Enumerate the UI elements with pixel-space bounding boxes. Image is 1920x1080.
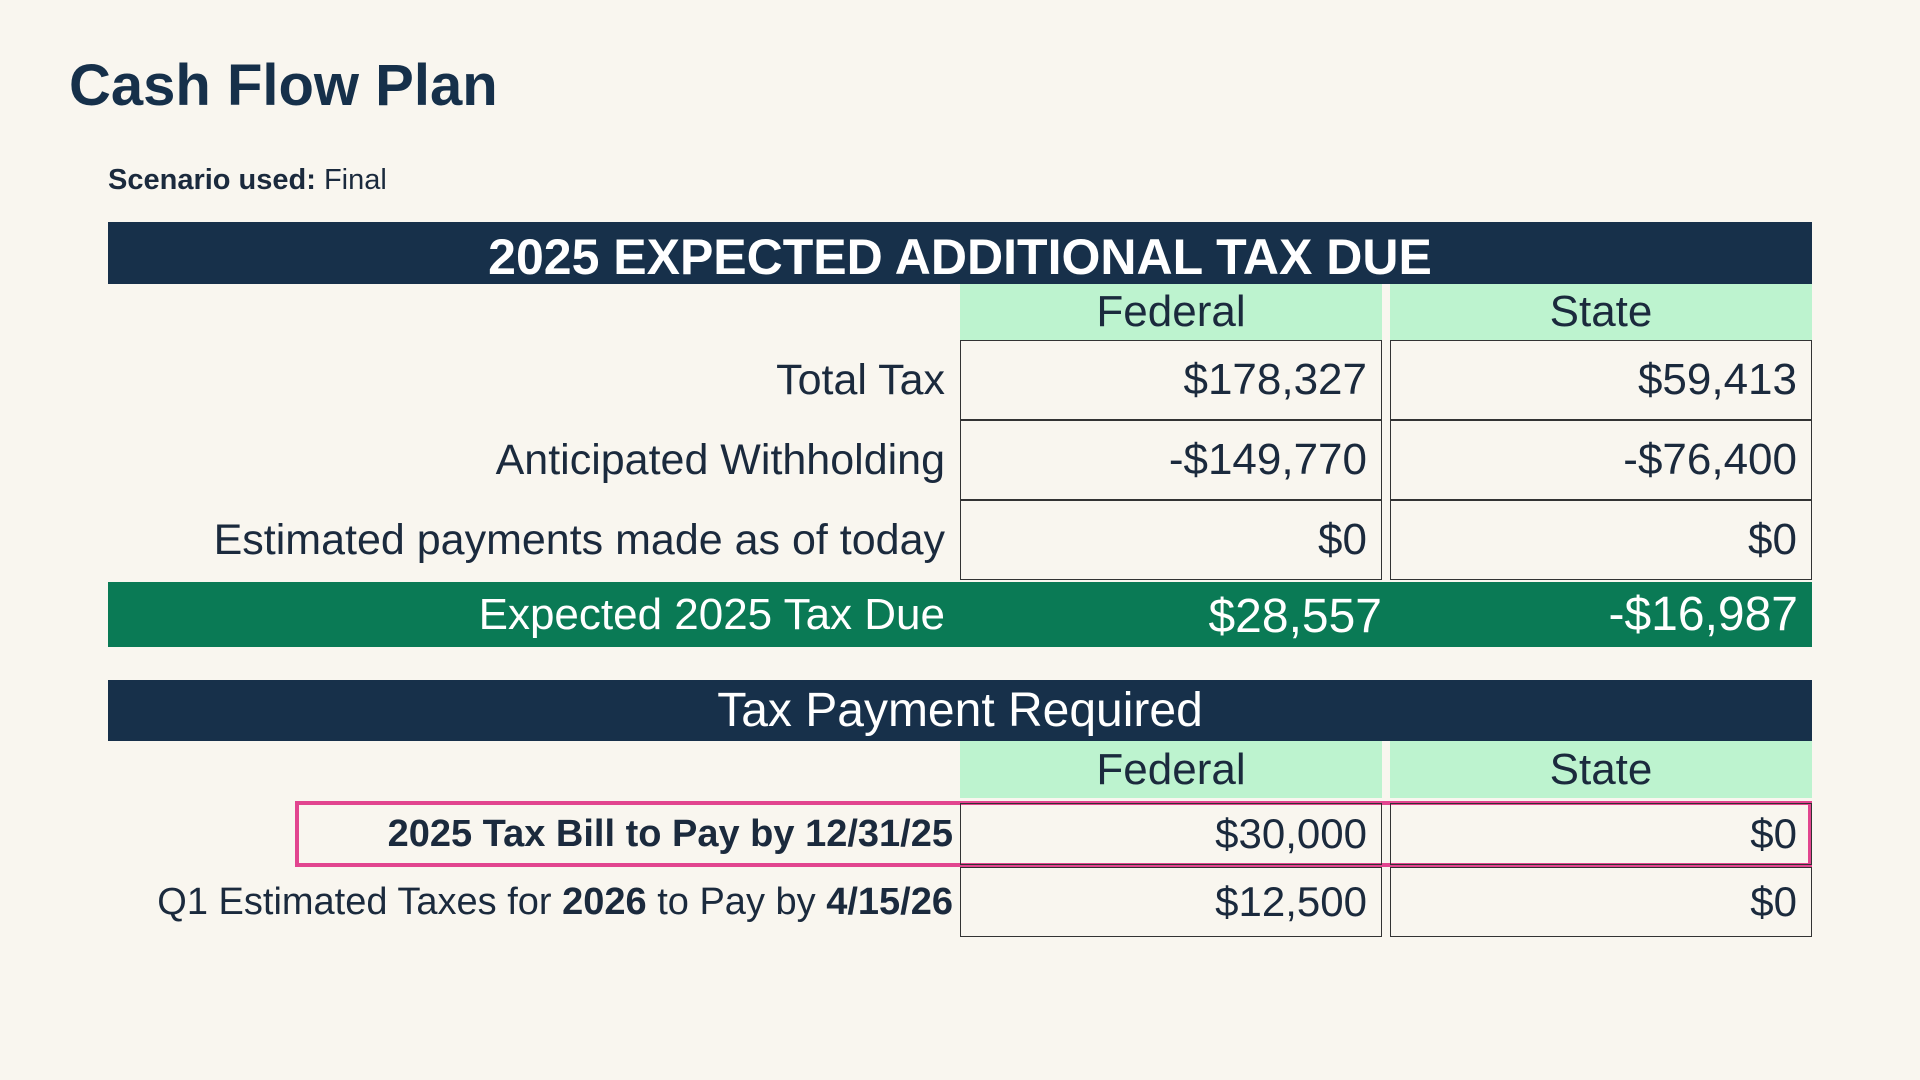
scenario: Scenario used: Final (108, 164, 387, 197)
column-header: Federal (960, 741, 1382, 798)
value-cell: -$76,400 (1390, 420, 1812, 500)
row-label: 2025 Tax Bill to Pay by 12/31/25 (388, 803, 953, 865)
table-title: 2025 EXPECTED ADDITIONAL TAX DUE (108, 222, 1812, 285)
scenario-label: Scenario used: (108, 164, 316, 196)
total-value: -$16,987 (1608, 588, 1799, 641)
label-part: 2026 (562, 881, 647, 923)
row-label: Estimated payments made as of today (213, 516, 945, 564)
value-cell: $0 (1390, 500, 1812, 580)
total-label: Expected 2025 Tax Due (478, 590, 945, 639)
value-cell: $12,500 (960, 867, 1382, 937)
value-cell: $0 (960, 500, 1382, 580)
label-part: to Pay by (646, 881, 827, 923)
table-title: Tax Payment Required (108, 680, 1812, 741)
scenario-value: Final (323, 164, 387, 196)
column-header: Federal (960, 284, 1382, 340)
value-cell: $0 (1390, 867, 1812, 937)
value-cell: $30,000 (960, 803, 1382, 865)
row-label: Anticipated Withholding (495, 436, 945, 484)
value-cell: $178,327 (960, 340, 1382, 420)
row-label: Q1 Estimated Taxes for 2026 to Pay by 4/… (157, 867, 953, 937)
value-cell: $0 (1390, 803, 1812, 865)
value-cell: $59,413 (1390, 340, 1812, 420)
column-header: State (1390, 284, 1812, 340)
total-value: $28,557 (1208, 590, 1382, 643)
total-row (108, 582, 1812, 647)
label-part: 4/15/26 (826, 881, 953, 923)
label-part: 2025 Tax Bill to Pay by 12/31/25 (387, 813, 953, 855)
page-title: Cash Flow Plan (69, 53, 498, 118)
row-label: Total Tax (776, 356, 945, 404)
value-cell: -$149,770 (960, 420, 1382, 500)
label-part: Q1 Estimated Taxes for (157, 881, 563, 923)
column-header: State (1390, 741, 1812, 798)
